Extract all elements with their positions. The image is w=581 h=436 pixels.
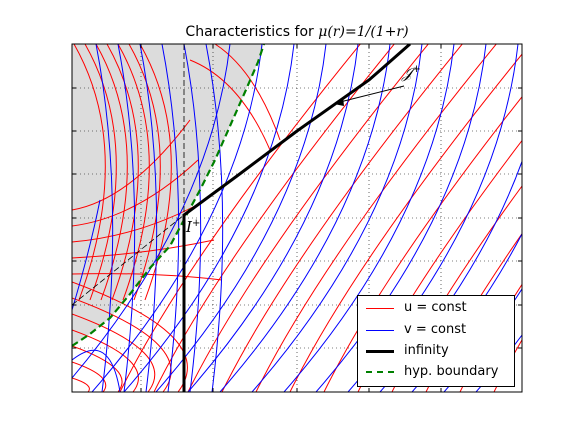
u-curve-right-2 (187, 44, 429, 392)
shaded-region (72, 44, 264, 346)
v-curve-left-5 (205, 44, 224, 392)
plot-area (72, 20, 581, 392)
v-curve-left-1 (117, 44, 136, 392)
u-curve-left-2 (95, 44, 128, 301)
annotation-i-plus-text: I (186, 218, 192, 236)
u-curve-loop-2 (72, 345, 123, 392)
plot-frame (71, 43, 523, 393)
legend-swatch-hyp-boundary (366, 371, 394, 373)
annotation-scri-plus-text: 𝒥 (402, 64, 413, 82)
v-curve-right-3 (155, 44, 327, 392)
u-curve-left-5 (128, 44, 161, 301)
v-curve-left-4 (183, 44, 202, 392)
u-curve-loop-4 (72, 313, 156, 392)
u-curve-mid-3 (72, 239, 215, 259)
legend-swatch-infinity (366, 350, 394, 353)
legend-label-v-const: v = const (404, 322, 467, 337)
u-curve-upper-b (214, 44, 281, 141)
u-curve-mid-4 (72, 273, 223, 281)
legend-entry-hyp-boundary: hyp. boundary (364, 363, 514, 383)
annotation-i-plus: I+ (186, 218, 200, 236)
u-curve-loop-3 (72, 329, 139, 392)
legend-swatch-v-const (366, 330, 394, 331)
legend-label-hyp-boundary: hyp. boundary (404, 364, 499, 379)
v-curve-right-4 (187, 44, 359, 392)
chart-title: Characteristics for μ(r)=1/(1+r) (72, 24, 522, 40)
legend: u = const v = const infinity hyp. bounda… (357, 295, 515, 387)
annotation-arrow-line (339, 85, 405, 103)
u-curve-mid-0 (72, 119, 191, 211)
v-curve-left-0 (95, 44, 114, 392)
v-curve-edge-b (72, 349, 121, 392)
v-curve-right-5 (219, 44, 391, 392)
u-curve-right-12 (528, 20, 581, 392)
v-curve-left-2 (139, 44, 158, 392)
annotation-scri-plus: 𝒥+ (402, 64, 421, 82)
u-curve-loop-1 (72, 361, 107, 392)
u-curve-left-3 (106, 44, 139, 301)
u-curve-right-11 (493, 338, 522, 392)
u-curve-left-4 (117, 44, 150, 301)
u-curve-right-1 (153, 44, 395, 392)
u-curve-right-0 (119, 44, 361, 392)
legend-swatch-u-const (366, 308, 394, 309)
construction-line-diagonal (72, 214, 185, 306)
u-curve-right-5 (289, 53, 522, 392)
v-curve-right-1 (91, 44, 263, 392)
u-curve-upper-a (189, 59, 271, 151)
v-curve-left-3 (161, 44, 180, 392)
legend-entry-infinity: infinity (364, 342, 514, 362)
v-curve-edge-a (72, 199, 101, 311)
v-curve-right-0 (72, 44, 231, 379)
legend-label-u-const: u = const (404, 300, 467, 315)
legend-label-infinity: infinity (404, 343, 449, 358)
infinity-line (182, 44, 411, 392)
annotation-i-plus-sup: + (191, 218, 201, 229)
hyp-boundary-line (72, 44, 266, 347)
u-curve-loop-0 (72, 377, 90, 392)
u-curve-left-0 (73, 44, 106, 301)
legend-entry-v-const: v = const (364, 321, 514, 341)
chart-title-math: μ(r)=1/(1+r) (318, 24, 409, 40)
annotation-scri-plus-sup: + (412, 64, 421, 75)
u-curve-right-4 (255, 44, 497, 392)
legend-entry-u-const: u = const (364, 299, 514, 319)
v-curve-right-6 (251, 44, 423, 392)
annotation-arrow-head (334, 97, 344, 106)
chart-title-text: Characteristics for (185, 24, 319, 40)
v-curve-right-8 (315, 44, 487, 392)
u-curve-left-1 (84, 44, 117, 301)
u-curve-right-6 (323, 95, 522, 392)
u-curve-right-3 (221, 44, 463, 392)
u-curve-left-6 (139, 44, 172, 301)
axis-ticks (72, 44, 522, 392)
v-curve-right-2 (123, 44, 295, 392)
v-curve-right-7 (283, 44, 455, 392)
